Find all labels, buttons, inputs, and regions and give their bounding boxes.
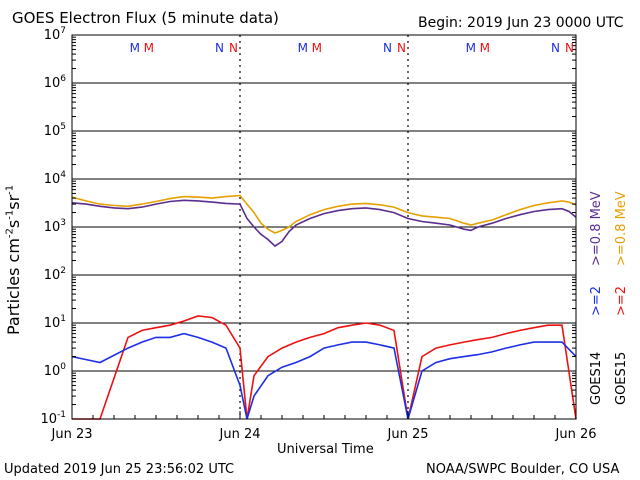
legend-g14-ge08: >=0.8 MeV: [589, 191, 604, 266]
x-tick-label: Jun 26: [555, 427, 597, 442]
y-axis-label: Particles cm-2s-1sr-1: [4, 185, 23, 335]
y-tick-label: 100: [44, 362, 67, 379]
grid-layer: [72, 35, 576, 419]
orbit-marker: N: [397, 41, 406, 55]
legend-goes15: GOES15: [614, 351, 629, 405]
frame-layer: [71, 34, 577, 420]
y-tick-label: 104: [44, 170, 67, 187]
orbit-marker: M: [298, 41, 308, 55]
legend-goes14: GOES14: [589, 351, 604, 405]
y-tick-label: 106: [44, 74, 67, 91]
series-line: [71, 199, 577, 248]
series-line: [71, 194, 577, 234]
legend-g15-ge2: >=2: [614, 285, 629, 316]
legend-g15-ge08: >=0.8 MeV: [614, 191, 629, 266]
y-axis-label-text: Particles cm-2s-1sr-1: [4, 184, 23, 335]
orbit-marker: N: [551, 41, 560, 55]
orbit-marker: N: [229, 41, 238, 55]
label-layer: 10-1 100 101 102 103 104 105 106 107 Jun 23 Jun 24…: [40, 26, 596, 442]
orbit-marker: M: [130, 41, 140, 55]
orbit-marker: M: [312, 41, 322, 55]
orbit-marker: M: [466, 41, 476, 55]
x-axis-label: Universal Time: [277, 442, 374, 457]
updated-time: Updated 2019 Jun 25 23:56:02 UTC: [4, 462, 235, 477]
y-tick-label: 107: [44, 26, 66, 43]
orbit-marker: N: [215, 41, 224, 55]
begin-time: Begin: 2019 Jun 23 0000 UTC: [418, 15, 624, 31]
x-tick-label: Jun 25: [387, 427, 429, 442]
y-tick-label: 10-1: [40, 410, 66, 427]
x-tick-label: Jun 24: [219, 427, 261, 442]
orbit-marker: N: [565, 41, 574, 55]
y-tick-label: 105: [44, 122, 66, 139]
orbit-marker: N: [383, 41, 392, 55]
y-tick-label: 101: [44, 314, 66, 331]
series-layer: [71, 194, 577, 420]
y-tick-label: 103: [44, 218, 66, 235]
orbit-marker: M: [480, 41, 490, 55]
legend-g14-ge2: >=2: [589, 285, 604, 316]
source-label: NOAA/SWPC Boulder, CO USA: [426, 462, 620, 477]
chart-title: GOES Electron Flux (5 minute data): [12, 9, 279, 27]
x-tick-label: Jun 23: [51, 427, 93, 442]
series-line: [72, 315, 577, 420]
series-line: [71, 332, 577, 420]
y-tick-label: 102: [44, 266, 66, 283]
orbit-marker: M: [144, 41, 154, 55]
